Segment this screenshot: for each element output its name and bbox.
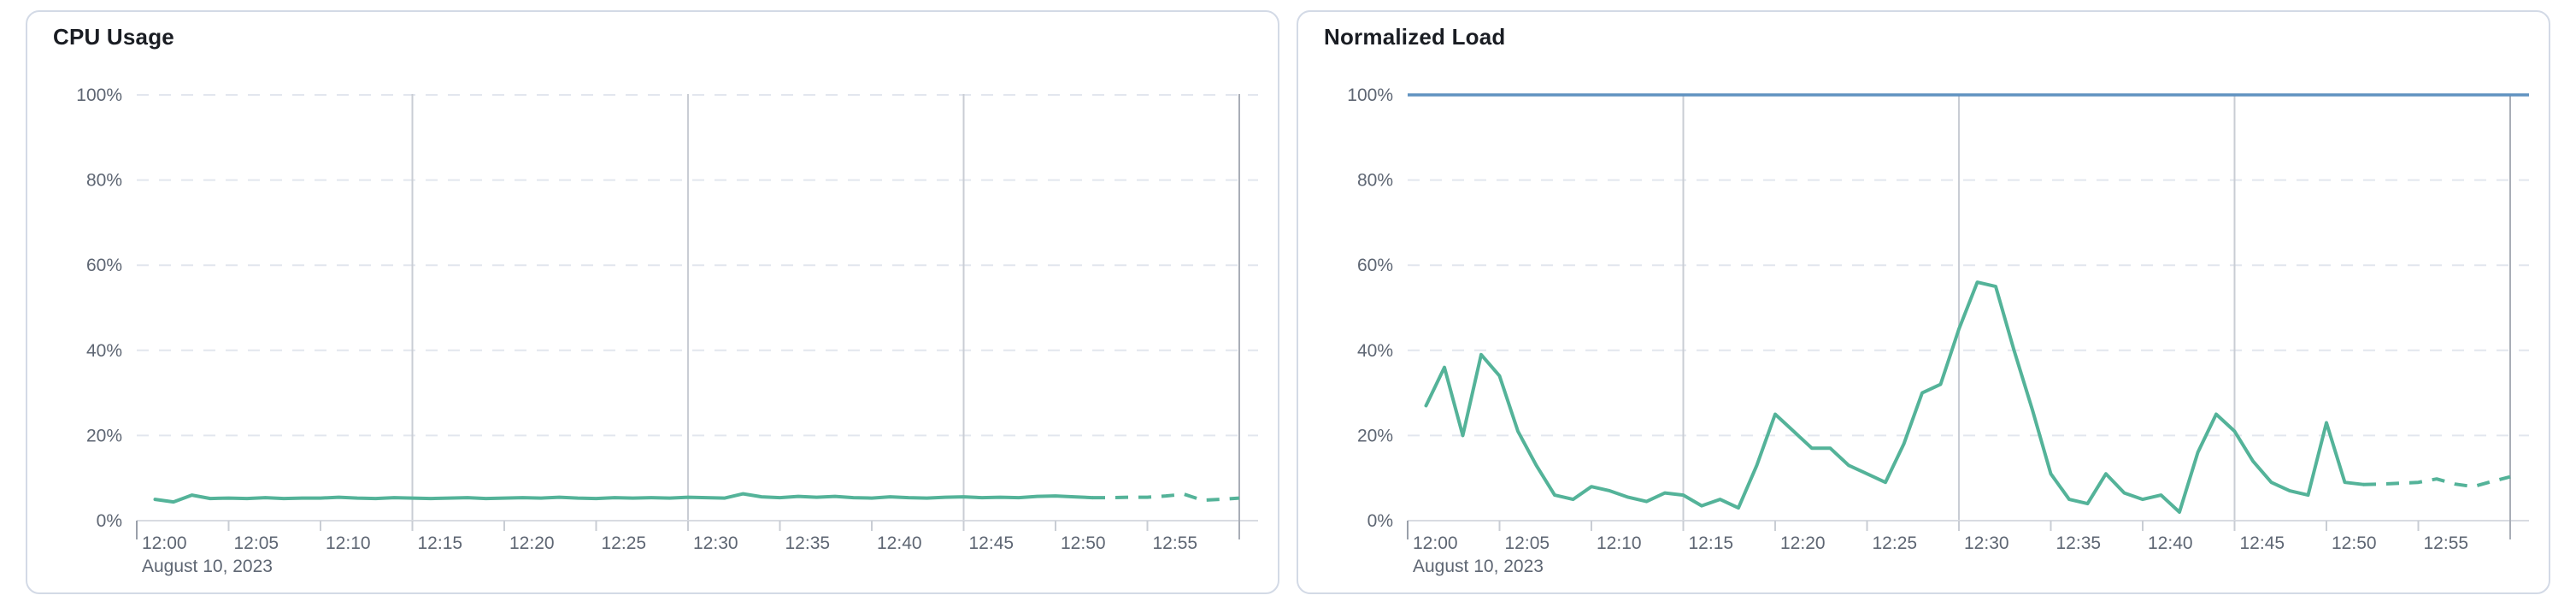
x-tick-label: 12:25 <box>602 533 647 553</box>
x-tick-label: 12:45 <box>2240 533 2285 553</box>
y-axis-labels: 0% 20% 40% 60% 80% 100% <box>1347 85 1393 531</box>
y-tick-label: 60% <box>86 256 122 275</box>
x-tick-label: 12:20 <box>509 533 555 553</box>
x-tick-label: 12:05 <box>234 533 279 553</box>
y-tick-label: 80% <box>86 171 122 191</box>
x-axis-labels: 12:00 12:05 12:10 12:15 12:20 12:25 12:30 12:35… <box>1407 521 2469 553</box>
y-tick-label: 20% <box>1357 426 1393 445</box>
x-tick-label: 12:20 <box>1780 533 1826 553</box>
x-tick-label: 12:00 <box>142 533 187 553</box>
x-tick-label: 12:35 <box>785 533 831 553</box>
x-tick-label: 12:50 <box>2332 533 2377 553</box>
series-line-forecast <box>1092 492 1240 503</box>
x-tick-label: 12:10 <box>1597 533 1642 553</box>
x-tick-label: 12:35 <box>2056 533 2102 553</box>
y-tick-label: 100% <box>76 85 122 105</box>
x-tick-label: 12:45 <box>969 533 1015 553</box>
x-axis-labels: 12:00 12:05 12:10 12:15 12:20 12:25 12:30 12:35… <box>136 521 1198 553</box>
x-tick-label: 12:30 <box>1964 533 2009 553</box>
cpu-usage-panel: 12:00 12:05 12:10 12:15 12:20 12:25 12:30 12:35… <box>26 10 1279 594</box>
x-tick-label: 12:40 <box>2148 533 2193 553</box>
y-tick-label: 20% <box>86 426 122 445</box>
y-tick-label: 40% <box>86 341 122 361</box>
y-tick-label: 60% <box>1357 256 1393 275</box>
y-tick-label: 80% <box>1357 171 1393 191</box>
cpu-usage-chart[interactable]: 12:00 12:05 12:10 12:15 12:20 12:25 12:30 12:35… <box>27 12 1278 592</box>
normalized-load-chart[interactable]: 12:00 12:05 12:10 12:15 12:20 12:25 12:30 12:35… <box>1298 12 2549 592</box>
y-tick-label: 100% <box>1347 85 1393 105</box>
y-tick-label: 40% <box>1357 341 1393 361</box>
date-label: August 10, 2023 <box>142 557 273 576</box>
series-line-solid <box>1424 280 2365 514</box>
normalized-load-panel: 12:00 12:05 12:10 12:15 12:20 12:25 12:30 12:35… <box>1297 10 2550 594</box>
x-tick-label: 12:10 <box>326 533 371 553</box>
x-tick-label: 12:55 <box>2424 533 2469 553</box>
y-tick-label: 0% <box>1367 511 1393 531</box>
x-tick-label: 12:00 <box>1413 533 1458 553</box>
series-line-forecast <box>2362 474 2511 489</box>
x-tick-label: 12:25 <box>1873 533 1918 553</box>
x-tick-label: 12:15 <box>1689 533 1734 553</box>
x-tick-label: 12:30 <box>693 533 738 553</box>
date-label: August 10, 2023 <box>1413 557 1544 576</box>
y-axis-labels: 0% 20% 40% 60% 80% 100% <box>76 85 122 531</box>
panel-title: Normalized Load <box>1324 24 1506 50</box>
x-tick-label: 12:50 <box>1061 533 1106 553</box>
panel-title: CPU Usage <box>53 24 174 50</box>
series-line-solid <box>153 492 1094 504</box>
x-tick-label: 12:05 <box>1505 533 1550 553</box>
y-tick-label: 0% <box>97 511 122 531</box>
x-tick-label: 12:15 <box>418 533 463 553</box>
x-tick-label: 12:40 <box>877 533 922 553</box>
x-tick-label: 12:55 <box>1153 533 1198 553</box>
